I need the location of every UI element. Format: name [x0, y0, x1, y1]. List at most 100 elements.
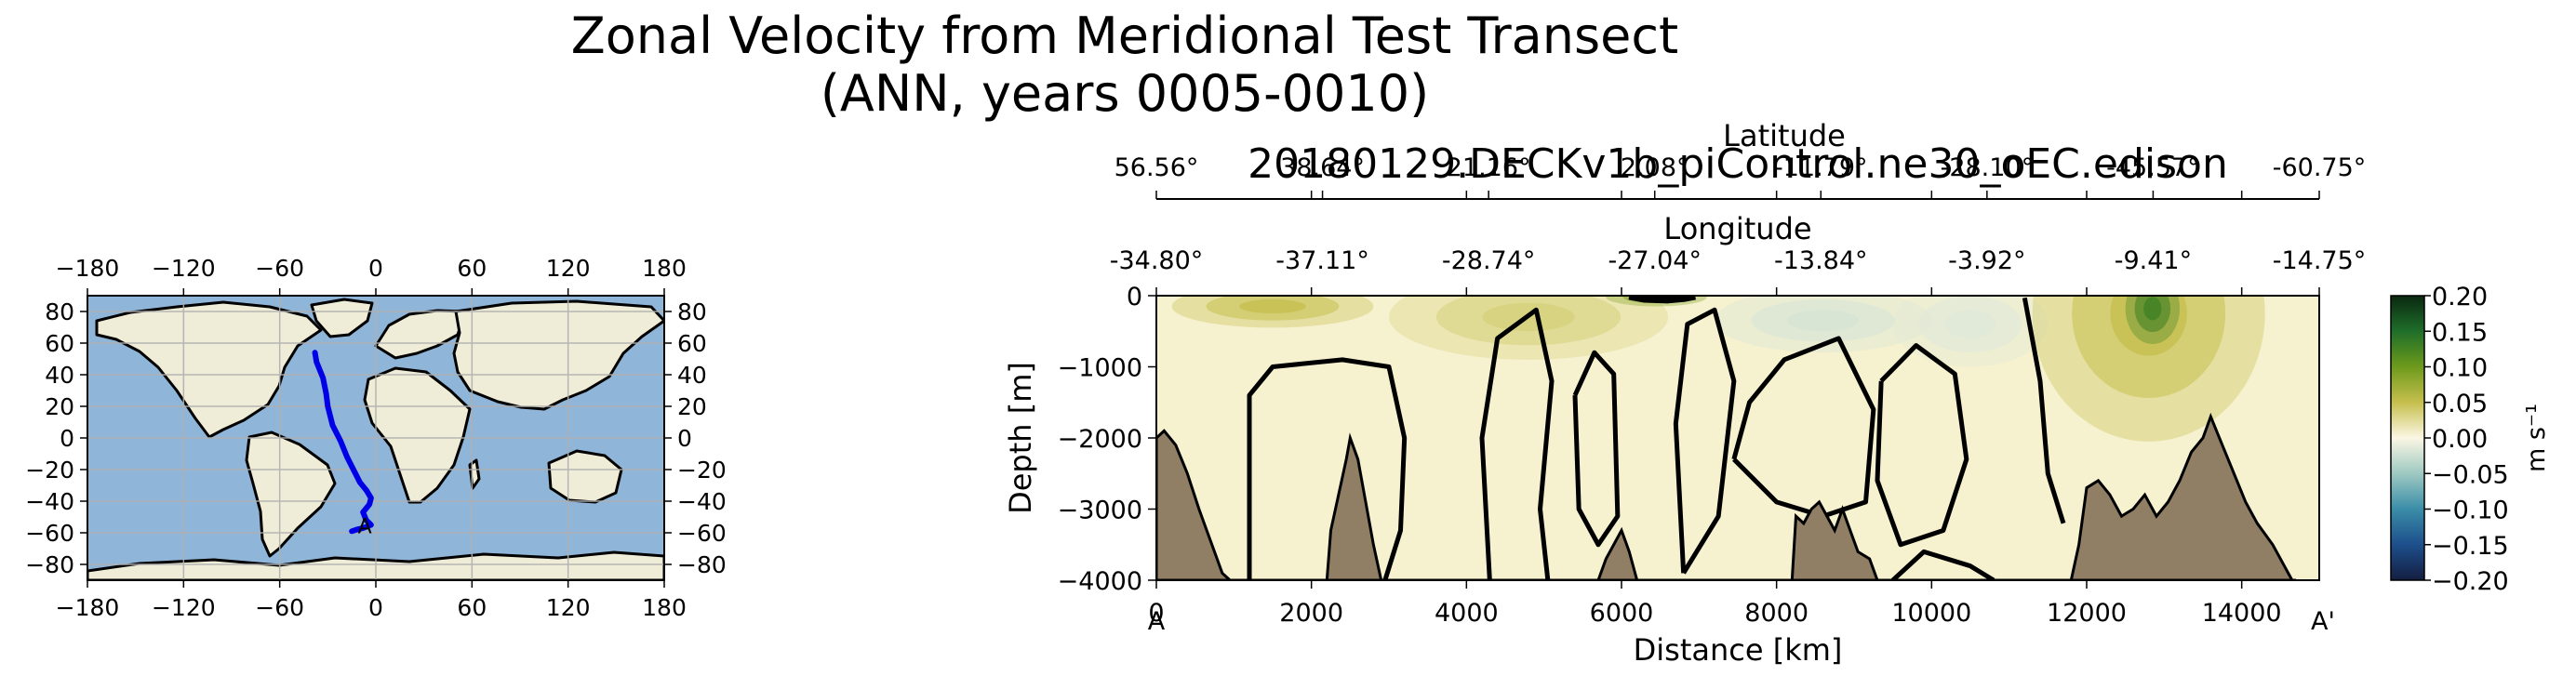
colorbar: 0.20 0.15 0.10 0.05 0.00 −0.05 −0.10 −0.…: [2390, 283, 2551, 596]
latitude-tick-label: 21.16°: [1447, 153, 1531, 182]
map-lat-label: 20: [677, 393, 707, 420]
map-lat-label: −80: [25, 551, 74, 578]
map-lat-label: −40: [677, 488, 727, 515]
zero-contour: [1479, 307, 1555, 580]
map-lat-label: −20: [25, 457, 74, 484]
transect-end-label: A: [358, 515, 372, 538]
colorbar-tick-label: 0.20: [2432, 283, 2488, 311]
x-tick-labels: 0 2000 4000 6000 8000 10000 12000 14000: [1148, 599, 2281, 628]
map-lon-label: −180: [56, 255, 120, 282]
longitude-tick-label: -37.11°: [1275, 246, 1369, 275]
map-lat-label: −40: [25, 488, 74, 515]
latitude-tick-label: -11.79°: [1774, 153, 1868, 182]
map-lat-label: 40: [45, 362, 74, 389]
zero-contour: [1247, 357, 1408, 580]
colorbar-tick-label: 0.05: [2432, 390, 2488, 418]
zero-contour: [1875, 343, 1969, 548]
zero-contour: [1731, 336, 1876, 519]
map-lon-label: 60: [457, 594, 487, 621]
longitude-tick-label: -27.04°: [1608, 246, 1702, 275]
latitude-tick-label: 2.08°: [1621, 153, 1689, 182]
x-tick-label: 8000: [1744, 599, 1809, 628]
section-subtitle: 20180129.DECKv1b_piControl.ne30_oEC.edis…: [1248, 140, 2228, 188]
map-lon-label: 180: [642, 594, 687, 621]
x-tick-label: 4000: [1435, 599, 1499, 628]
map-lat-labels-left: 80 60 40 20 0 −20 −40 −60 −80: [25, 298, 74, 578]
colorbar-tick-label: 0.00: [2432, 425, 2488, 454]
map-lon-label: −120: [152, 255, 216, 282]
map-lon-label: −60: [255, 594, 304, 621]
latitude-tick-label: -28.10°: [1941, 153, 2035, 182]
map-lat-label: −20: [677, 457, 727, 484]
x-tick-label: 0: [1148, 599, 1164, 628]
velocity-section: 0 2000 4000 6000 8000 10000 12000 14000 …: [1003, 118, 2366, 668]
velocity-patch: [1787, 310, 1860, 332]
colorbar-tick-labels: 0.20 0.15 0.10 0.05 0.00 −0.05 −0.10 −0.…: [2432, 283, 2509, 596]
colorbar-tick-label: −0.10: [2432, 497, 2509, 525]
longitude-tick-label: -13.84°: [1774, 246, 1868, 275]
map-gridlines: [87, 296, 664, 580]
map-lat-label: −80: [677, 551, 727, 578]
map-lon-label: 0: [368, 255, 383, 282]
start-point-label: A: [1148, 607, 1166, 636]
y-tick-labels: 0 −1000 −2000 −3000 −4000: [1058, 283, 1142, 596]
x-axis-label: Distance [km]: [1634, 632, 1843, 668]
latitude-tick-label: -45.57°: [2106, 153, 2200, 182]
map-lat-label: 80: [677, 298, 707, 325]
y-tick-label: −1000: [1058, 354, 1142, 383]
map-lat-label: 60: [45, 330, 74, 357]
x-tick-label: 2000: [1279, 599, 1343, 628]
zero-contour: [1572, 350, 1621, 548]
x-tick-label: 12000: [2047, 599, 2127, 628]
map-lon-label: −60: [255, 255, 304, 282]
y-tick-label: −4000: [1058, 567, 1142, 596]
latitude-tick-label: -60.75°: [2273, 153, 2367, 182]
y-axis-label: Depth [m]: [1003, 362, 1038, 514]
zero-contour: [2022, 297, 2066, 524]
map-lat-label: −60: [677, 520, 727, 547]
map-tick-marks: [80, 288, 672, 588]
colorbar-scale: [2390, 295, 2425, 581]
map-lon-label: 60: [457, 255, 487, 282]
map-lon-label: −180: [56, 594, 120, 621]
colorbar-tick-label: −0.20: [2432, 567, 2509, 596]
map-lat-labels-right: 80 60 40 20 0 −20 −40 −60 −80: [677, 298, 727, 578]
longitude-tick-label: -28.74°: [1442, 246, 1536, 275]
zero-contour: [1673, 307, 1737, 575]
section-tick-marks: [1148, 191, 2320, 589]
velocity-patch: [1944, 310, 1996, 338]
longitude-tick-labels: -34.80° -37.11° -28.74° -27.04° -13.84° …: [1110, 246, 2367, 275]
map-lat-label: 60: [677, 330, 707, 357]
figure-title-line1: Zonal Velocity from Meridional Test Tran…: [571, 7, 1678, 65]
map-lat-label: −60: [25, 520, 74, 547]
latitude-tick-label: 56.56°: [1114, 153, 1199, 182]
colorbar-tick-label: 0.10: [2432, 354, 2488, 383]
latitude-tick-labels: 56.56° 38.64° 21.16° 2.08° -11.79° -28.1…: [1114, 153, 2367, 182]
y-tick-label: −2000: [1058, 425, 1142, 454]
map-lon-labels-top: −180 −120 −60 0 60 120 180: [56, 255, 687, 282]
latitude-tick-label: 38.64°: [1280, 153, 1365, 182]
longitude-tick-label: -9.41°: [2115, 246, 2192, 275]
zero-contour: [1628, 296, 1696, 304]
map-lat-label: 0: [60, 425, 74, 452]
end-point-label: A': [2311, 607, 2335, 636]
map-lon-label: 180: [642, 255, 687, 282]
map-lat-label: 0: [677, 425, 692, 452]
map-lon-label: 120: [546, 255, 591, 282]
transect-map: A −180 −120 −60 0 60 120 180 −180 −120 −…: [25, 255, 727, 621]
longitude-tick-label: -14.75°: [2273, 246, 2367, 275]
bathymetry: [1156, 412, 2296, 580]
latitude-axis-label: Latitude: [1723, 118, 1846, 153]
map-lat-label: 20: [45, 393, 74, 420]
x-tick-label: 10000: [1891, 599, 1971, 628]
longitude-tick-label: -34.80°: [1110, 246, 1204, 275]
zero-contour: [1890, 549, 1995, 580]
colorbar-label: m s⁻¹: [2522, 404, 2551, 472]
map-lat-label: 40: [677, 362, 707, 389]
map-lon-label: 120: [546, 594, 591, 621]
longitude-axis-label: Longitude: [1663, 211, 1811, 246]
colorbar-tick-label: −0.05: [2432, 460, 2509, 489]
map-lon-label: −120: [152, 594, 216, 621]
map-lat-label: 80: [45, 298, 74, 325]
